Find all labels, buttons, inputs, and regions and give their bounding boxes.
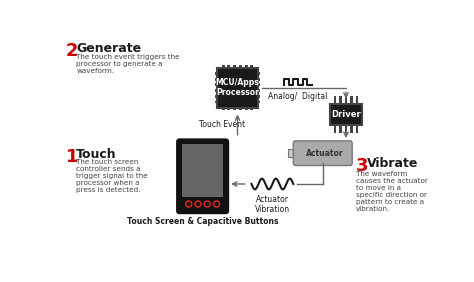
Bar: [215, 78, 218, 81]
Bar: [228, 65, 230, 68]
Bar: [334, 125, 337, 133]
Bar: [334, 96, 337, 104]
Bar: [339, 96, 342, 104]
Bar: [356, 96, 358, 104]
Text: The touch event triggers the
processor to generate a
waveform.: The touch event triggers the processor t…: [76, 54, 180, 74]
Bar: [233, 108, 236, 110]
Bar: [215, 72, 218, 75]
FancyBboxPatch shape: [293, 141, 352, 166]
Bar: [215, 83, 218, 86]
Bar: [350, 96, 353, 104]
Text: Vibrate: Vibrate: [367, 157, 418, 170]
Text: 2: 2: [65, 41, 78, 60]
Text: The waveform
causes the actuator
to move in a
specific direction or
pattern to c: The waveform causes the actuator to move…: [356, 171, 428, 212]
Bar: [345, 96, 347, 104]
Bar: [258, 78, 260, 81]
Bar: [258, 89, 260, 92]
Text: Actuator: Actuator: [305, 149, 343, 158]
Bar: [215, 95, 218, 98]
Text: Driver: Driver: [331, 110, 361, 119]
Bar: [356, 125, 358, 133]
Bar: [345, 125, 347, 133]
Bar: [245, 108, 247, 110]
Bar: [330, 104, 362, 125]
Text: Generate: Generate: [76, 41, 141, 54]
Text: Touch: Touch: [76, 148, 117, 161]
Bar: [245, 65, 247, 68]
Bar: [258, 101, 260, 103]
Bar: [222, 65, 225, 68]
Text: Actuator
Vibration: Actuator Vibration: [255, 195, 290, 214]
Bar: [258, 83, 260, 86]
Text: Touch Screen & Capacitive Buttons: Touch Screen & Capacitive Buttons: [127, 217, 278, 226]
Bar: [339, 125, 342, 133]
Bar: [239, 108, 242, 110]
Bar: [350, 125, 353, 133]
Bar: [239, 65, 242, 68]
Bar: [250, 65, 253, 68]
Text: 3: 3: [356, 157, 369, 175]
Bar: [288, 149, 296, 157]
Text: 1: 1: [65, 148, 78, 166]
Bar: [233, 65, 236, 68]
Text: The touch screen
controller sends a
trigger signal to the
processor when a
press: The touch screen controller sends a trig…: [76, 159, 148, 193]
FancyBboxPatch shape: [178, 140, 228, 212]
Text: Analog/  Digital: Analog/ Digital: [268, 92, 328, 101]
Bar: [250, 108, 253, 110]
Bar: [215, 89, 218, 92]
Text: Touch Event: Touch Event: [199, 120, 245, 129]
Bar: [258, 95, 260, 98]
Bar: [222, 108, 225, 110]
Bar: [258, 72, 260, 75]
Bar: [215, 101, 218, 103]
Bar: [218, 68, 258, 108]
Bar: [228, 108, 230, 110]
Text: MCU/Apps
Processor: MCU/Apps Processor: [216, 78, 259, 98]
Bar: [182, 144, 223, 197]
